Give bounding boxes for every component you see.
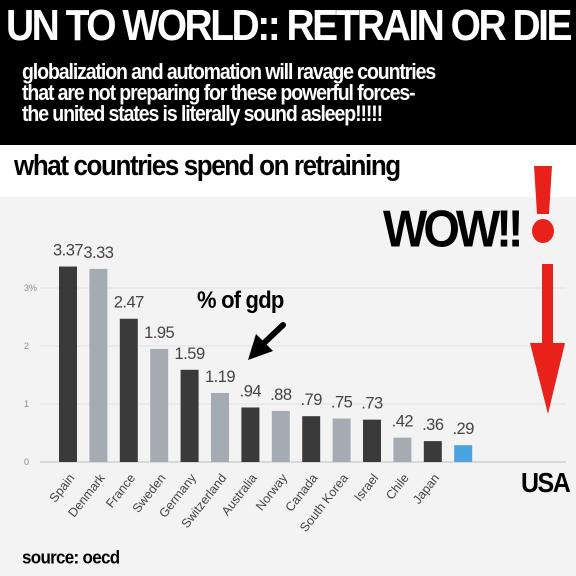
bar [393,437,412,462]
bar [119,318,138,462]
bar [271,410,290,462]
y-tick-label: 2 [24,341,29,351]
subtitle-line-3: the united states is literally sound asl… [22,101,383,127]
value-label: .42 [392,413,414,431]
value-label: .94 [240,382,262,400]
bar [89,268,108,462]
x-tick-label: Chile [383,471,412,502]
bar [59,266,77,462]
annotation-arrows [248,166,565,414]
headline: UN TO WORLD:: RETRAIN OR DIE [5,2,573,51]
value-label: 2.47 [114,294,144,312]
value-label: 1.95 [144,324,174,342]
short-arrow-head-icon [248,334,273,360]
value-label: .75 [331,394,353,412]
value-label: 3.33 [83,244,113,262]
value-label: 1.19 [205,368,235,386]
bar [454,445,473,462]
long-arrow-head-icon [530,343,565,414]
source-note: source: oecd [22,547,120,568]
y-tick-label: 3% [24,283,37,293]
x-tick-label: Israel [352,471,382,504]
x-tick-label: Spain [47,471,78,505]
headline-banner [0,0,576,145]
bar [363,419,381,462]
value-label: .36 [422,416,444,434]
value-labels: 3.37 3.33 2.471.951.591.19 .94 .88 .79 .75 .73.… [53,242,475,439]
value-label: .29 [452,420,474,438]
usa-annotation: USA [521,468,571,499]
bar [180,369,199,462]
long-arrow-shaft-icon [542,264,553,346]
value-label: 1.59 [175,345,205,363]
exclamation-dot-icon [532,219,554,243]
wow-annotation: WOW!! [383,199,524,258]
y-tick-label: 1 [24,399,29,409]
bar [423,441,442,462]
short-arrow-icon [260,322,286,347]
bar [241,407,260,462]
chart-title: what countries spend on retraining [14,148,401,182]
bar [332,418,351,462]
bars [59,266,473,462]
bar [211,392,229,462]
x-tick-label: Japan [410,471,442,506]
value-label: .79 [300,391,322,409]
value-label: .88 [270,386,292,404]
exclamation-bar-icon [534,166,552,214]
percent-of-gdp-annotation: % of gdp [197,286,284,314]
y-tick-label: 0 [24,457,29,467]
bar [302,416,321,462]
value-label: 3.37 [53,242,83,260]
subtitle-line-2: that are not preparing for these powerfu… [22,80,416,106]
bar [150,348,169,462]
subtitle-line-1: globalization and automation will ravage… [22,59,436,85]
value-label: .73 [361,395,383,413]
